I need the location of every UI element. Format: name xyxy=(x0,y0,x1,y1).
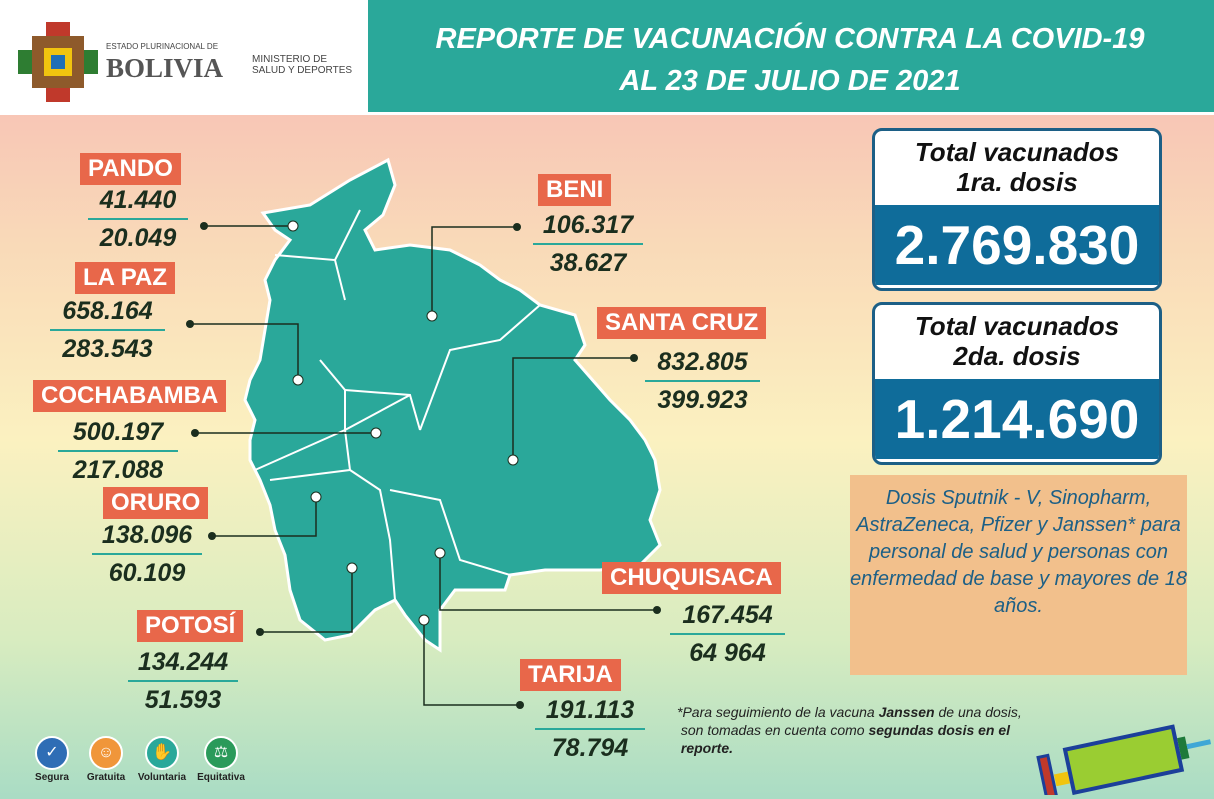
values-potosi: 134.244 51.593 xyxy=(128,647,238,715)
leader-dots xyxy=(186,220,661,709)
map-outline xyxy=(243,157,662,653)
department-borders xyxy=(254,209,541,601)
dosis-de-esperanza-logo xyxy=(1036,724,1212,795)
values-chuquisaca: 167.454 64 964 xyxy=(670,600,785,668)
hand-icon: ✋ xyxy=(145,736,179,770)
label-tarija: TARIJA xyxy=(520,659,621,691)
badge-label: Equitativa xyxy=(197,772,245,783)
total-second-dose-card: Total vacunados 2da. dosis 1.214.690 xyxy=(872,302,1162,465)
values-beni: 106.317 38.627 xyxy=(533,210,643,278)
total-first-dose-value: 2.769.830 xyxy=(875,205,1159,285)
values-tarija: 191.113 78.794 xyxy=(535,695,645,763)
values-la-paz: 658.164 283.543 xyxy=(50,296,165,364)
footnote: *Para seguimiento de la vacuna Janssen d… xyxy=(677,704,1022,756)
total-second-dose-value: 1.214.690 xyxy=(875,379,1159,459)
label-oruro: ORURO xyxy=(103,487,209,519)
label-pando: PANDO xyxy=(80,153,181,185)
report-title: REPORTE DE VACUNACIÓN CONTRA LA COVID-19… xyxy=(435,23,1145,97)
shield-icon: ✓ xyxy=(35,736,69,770)
ministry-name: MINISTERIO DE SALUD Y DEPORTES xyxy=(252,54,353,76)
vaccine-note: Dosis Sputnik - V, Sinopharm, AstraZenec… xyxy=(850,475,1187,675)
scales-icon: ⚖ xyxy=(204,736,238,770)
values-santa-cruz: 832.805 399.923 xyxy=(645,347,760,415)
smile-icon: ☺ xyxy=(89,736,123,770)
label-beni: BENI xyxy=(538,174,612,206)
total-first-dose-card: Total vacunados 1ra. dosis 2.769.830 xyxy=(872,128,1162,291)
bolivia-emblem-logo xyxy=(18,22,98,102)
values-pando: 41.440 20.049 xyxy=(88,185,188,253)
leader-lines xyxy=(190,225,657,706)
label-chuquisaca: CHUQUISACA xyxy=(602,562,781,594)
label-potosi: POTOSÍ xyxy=(137,610,244,642)
badge-label: Voluntaria xyxy=(137,772,187,783)
title-banner xyxy=(368,0,1214,112)
badge-label: Segura xyxy=(35,772,69,783)
values-cochabamba: 500.197 217.088 xyxy=(58,417,178,485)
org-small-text: ESTADO PLURINACIONAL DE xyxy=(106,42,219,51)
badge-label: Gratuita xyxy=(86,772,126,783)
values-oruro: 138.096 60.109 xyxy=(92,520,202,588)
label-santa-cruz: SANTA CRUZ xyxy=(597,307,767,339)
label-la-paz: LA PAZ xyxy=(75,262,175,294)
label-cochabamba: COCHABAMBA xyxy=(33,380,227,412)
org-name: BOLIVIA xyxy=(106,53,224,83)
